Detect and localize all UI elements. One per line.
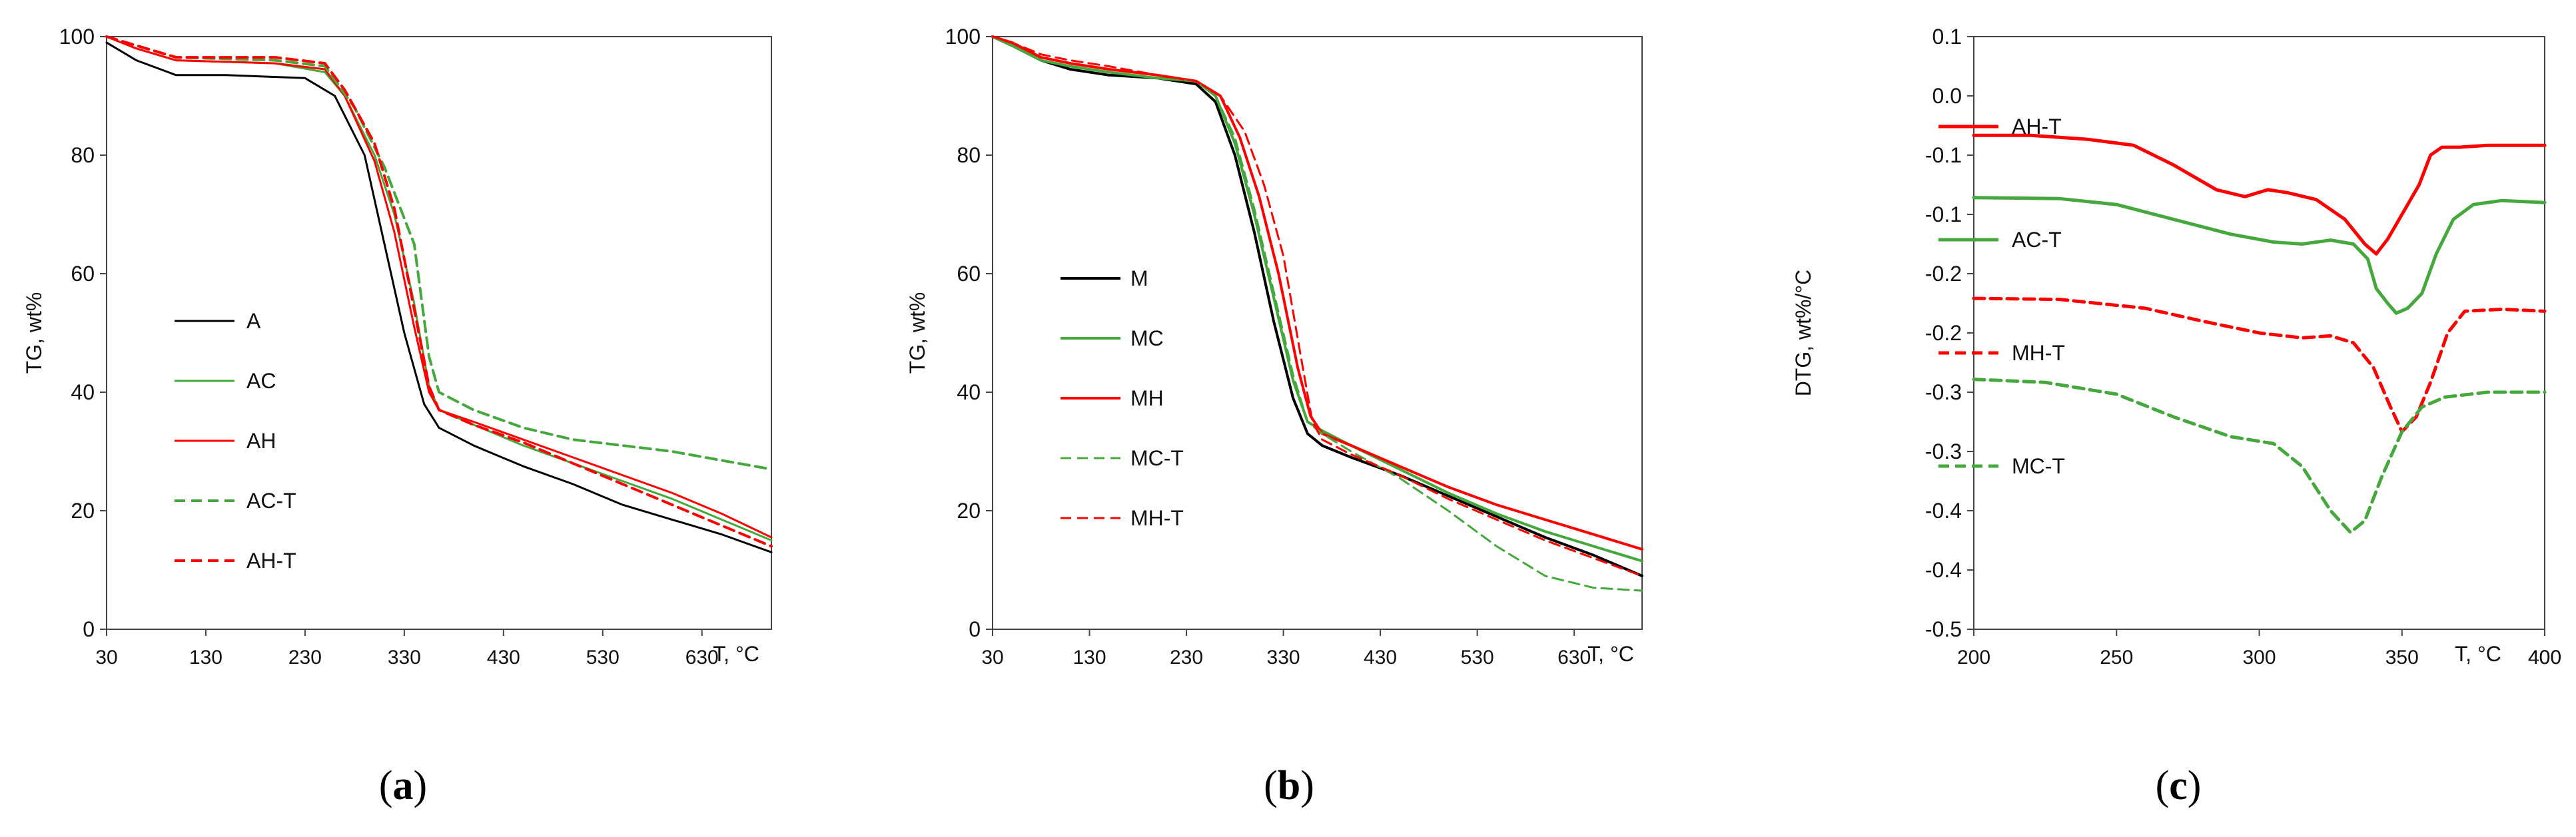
y-tick-label: -0.4 — [1925, 499, 1962, 523]
series-line-mc-t — [1972, 378, 2547, 535]
panel-label: (c) — [2156, 763, 2202, 808]
y-tick-label: 60 — [71, 262, 95, 286]
x-tick-label: 530 — [586, 647, 620, 669]
legend-label-a: A — [246, 309, 261, 333]
legend-label-mc-t: MC-T — [2012, 454, 2065, 478]
y-tick-label: 40 — [71, 380, 95, 404]
y-tick-label: 20 — [957, 499, 981, 523]
x-axis-label: T, °C — [713, 642, 759, 666]
legend-label-mc-t: MC-T — [1130, 446, 1184, 470]
legend-label-mh-t: MH-T — [2012, 341, 2065, 365]
series-line-mh-t — [1972, 296, 2547, 433]
legend-label-ah: AH — [246, 429, 276, 453]
y-tick-label: -0.2 — [1925, 321, 1962, 345]
x-tick-label: 30 — [981, 647, 1003, 669]
series-line-mh — [991, 35, 1643, 551]
series-line-ac — [105, 35, 773, 541]
y-tick-label: 40 — [957, 380, 981, 404]
y-tick-label: -0.1 — [1925, 143, 1962, 167]
y-tick-label: -0.1 — [1925, 202, 1962, 226]
legend-label-ac-t: AC-T — [246, 489, 296, 513]
legend-label-ac: AC — [246, 369, 276, 393]
series-line-ac-t — [105, 35, 773, 471]
y-tick-label: -0.4 — [1925, 558, 1962, 582]
panel-label: (a) — [379, 763, 427, 808]
x-tick-label: 630 — [1557, 647, 1591, 669]
x-tick-label: 330 — [388, 647, 421, 669]
chart-panel-c: 0.1 0.0 -0.1 -0.1 -0.2 -0.2 -0.3 -0.3 -0.4 -0.4 -0… — [1791, 25, 2561, 808]
series-line-a — [105, 41, 773, 553]
series-line-ah-t — [105, 35, 773, 548]
legend-label-mh: MH — [1130, 386, 1164, 410]
x-tick-label: 350 — [2385, 647, 2419, 669]
legend-label-m: M — [1130, 266, 1148, 290]
series-line-mc — [991, 35, 1643, 563]
legend-label-ah-t: AH-T — [246, 549, 296, 573]
y-tick-label: 20 — [71, 499, 95, 523]
series-line-ah — [105, 35, 773, 539]
y-axis-label: TG, wt% — [905, 292, 929, 374]
x-tick-label: 30 — [95, 647, 117, 669]
y-tick-label: 0.1 — [1932, 25, 1962, 49]
plot-frame — [992, 36, 1643, 630]
x-tick-label: 400 — [2528, 647, 2561, 669]
y-tick-label: 80 — [957, 143, 981, 167]
x-tick-label: 130 — [189, 647, 222, 669]
x-tick-label: 230 — [288, 647, 322, 669]
panel-label: (b) — [1264, 763, 1314, 808]
x-tick-label: 250 — [2100, 647, 2133, 669]
series-line-ah-t — [1972, 133, 2547, 256]
legend-label-ah-t: AH-T — [2012, 115, 2062, 139]
y-tick-label: -0.5 — [1925, 617, 1962, 641]
x-tick-label: 530 — [1461, 647, 1494, 669]
series-line-m — [991, 35, 1643, 577]
x-axis-label: T, °C — [2455, 642, 2501, 666]
legend-label-mh-t: MH-T — [1130, 506, 1184, 530]
x-tick-label: 630 — [685, 647, 719, 669]
x-tick-label: 430 — [1364, 647, 1397, 669]
x-tick-label: 230 — [1170, 647, 1203, 669]
legend-label-mc: MC — [1130, 326, 1164, 350]
x-tick-label: 430 — [487, 647, 520, 669]
legend-label-ac-t: AC-T — [2012, 228, 2062, 252]
x-tick-label: 400 — [2528, 647, 2561, 669]
y-tick-label: 0 — [969, 617, 981, 641]
series-line-mh-t — [991, 35, 1643, 577]
y-tick-label: 60 — [957, 262, 981, 286]
y-tick-label: -0.3 — [1925, 439, 1962, 463]
series-line-ac-t — [1972, 196, 2547, 315]
y-tick-label: -0.2 — [1925, 262, 1962, 286]
x-tick-label: 130 — [1073, 647, 1106, 669]
y-tick-label: 100 — [59, 25, 95, 49]
y-tick-label: 100 — [945, 25, 981, 49]
x-tick-label: 330 — [1267, 647, 1300, 669]
y-tick-label: 0.0 — [1932, 84, 1962, 108]
y-tick-label: -0.3 — [1925, 380, 1962, 404]
series-line-mc-t — [991, 35, 1643, 592]
y-tick-label: 0 — [83, 617, 95, 641]
x-axis-label: T, °C — [1587, 642, 1634, 666]
y-tick-label: 80 — [71, 143, 95, 167]
y-axis-label: DTG, wt%/°C — [1791, 270, 1815, 397]
x-tick-label: 300 — [2242, 647, 2276, 669]
y-axis-label: TG, wt% — [22, 292, 46, 374]
x-tick-label: 200 — [1957, 647, 1990, 669]
plot-frame — [106, 36, 772, 630]
